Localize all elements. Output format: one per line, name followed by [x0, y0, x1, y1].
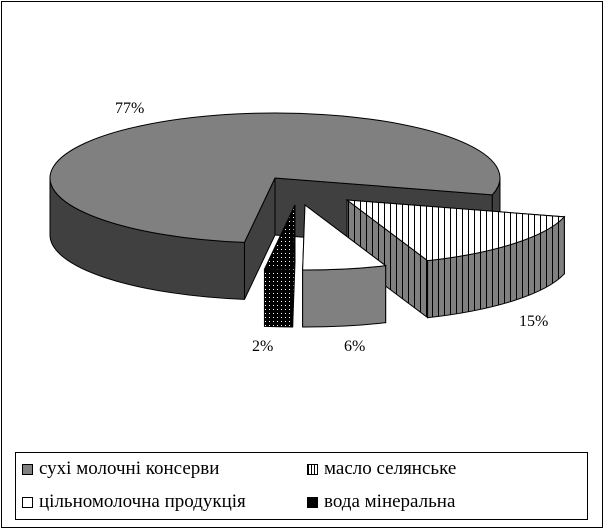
- legend-label: масло селянське: [324, 458, 457, 479]
- legend-label: цільномолочна продукція: [39, 491, 246, 512]
- legend-swatch: [307, 463, 318, 475]
- slice-6-outer-wall-0: [302, 265, 387, 328]
- legend-item-butter: масло селянське: [307, 458, 456, 480]
- slice-77-top: [49, 112, 501, 243]
- pie-chart: [49, 112, 566, 328]
- legend-swatch: [22, 463, 33, 475]
- legend-swatch: [22, 496, 33, 508]
- legend-swatch: [307, 496, 318, 508]
- slice-2-outer-wall-0: [263, 268, 294, 328]
- legend-label: вода мінеральна: [324, 491, 456, 512]
- data-label-77: 77%: [115, 100, 145, 117]
- legend-item-mineral-water: вода мінеральна: [307, 491, 455, 513]
- slice-6-top: [302, 204, 387, 271]
- legend: сухі молочні консерви масло селянське ці…: [15, 452, 588, 520]
- data-label-6: 6%: [344, 338, 366, 355]
- legend-label: сухі молочні консерви: [39, 458, 220, 479]
- data-label-2: 2%: [252, 338, 274, 355]
- slice-15-top: [345, 199, 566, 262]
- data-label-15: 15%: [519, 313, 549, 330]
- legend-item-dry-milk: сухі молочні консерви: [22, 458, 219, 480]
- legend-item-whole-milk: цільномолочна продукція: [22, 491, 246, 513]
- slice-2-top: [263, 204, 296, 271]
